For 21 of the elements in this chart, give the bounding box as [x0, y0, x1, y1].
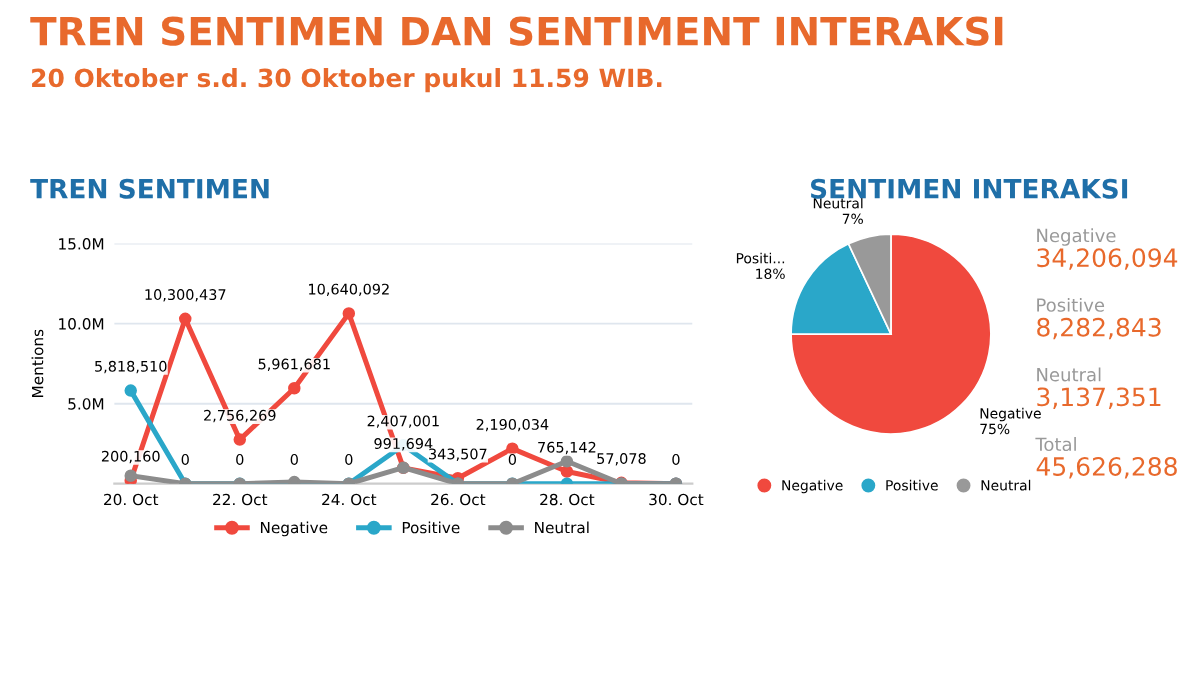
point — [233, 433, 247, 446]
point — [342, 307, 356, 320]
text: Positive — [1037, 297, 1105, 312]
point — [124, 469, 137, 482]
point — [124, 384, 137, 397]
point — [560, 455, 574, 468]
point — [179, 312, 192, 326]
point — [288, 382, 301, 395]
text: Neutral — [1037, 367, 1101, 382]
text: 34,206,094 — [1037, 248, 1178, 270]
text: Total — [1035, 437, 1076, 452]
text: 20 Oktober s.d. 30 Oktober pukul 11.59 WIB. — [32, 68, 662, 93]
point — [506, 442, 519, 455]
text: 45,626,288 — [1036, 457, 1177, 479]
chart-title: TREN SENTIMEN — [30, 178, 269, 199]
text: 8,282,843 — [1037, 317, 1161, 340]
chart-title: SENTIMEN INTERAKSI — [810, 178, 1128, 199]
text: Negative — [1037, 228, 1116, 246]
text: 3,137,351 — [1037, 387, 1161, 409]
text: TREN SENTIMEN DAN SENTIMENT INTERAKSI — [30, 16, 1003, 46]
point — [560, 465, 574, 478]
